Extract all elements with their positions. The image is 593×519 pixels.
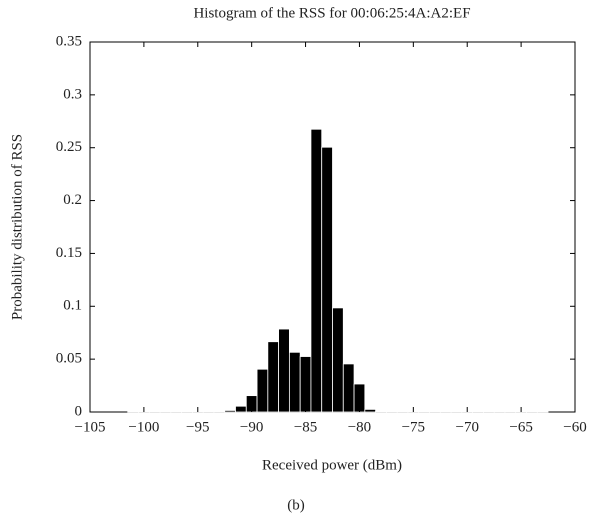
bar: [235, 405, 247, 413]
bar: [493, 411, 506, 413]
bar: [181, 411, 193, 413]
x-tick-label: −65: [509, 419, 532, 435]
bar: [526, 411, 538, 413]
bar: [310, 128, 323, 413]
y-tick-label: 0.05: [56, 351, 82, 367]
y-tick-label: 0.25: [56, 139, 82, 155]
bar: [482, 411, 495, 413]
y-tick-label: 0.3: [63, 86, 82, 102]
bar: [418, 411, 430, 413]
bar: [159, 411, 172, 413]
x-tick-label: −70: [455, 419, 478, 435]
bar: [375, 411, 387, 413]
x-tick-label: −75: [402, 419, 425, 435]
bar: [170, 411, 183, 413]
chart-title: Histogram of the RSS for 00:06:25:4A:A2:…: [193, 5, 470, 21]
bar: [364, 408, 377, 413]
y-tick-label: 0.2: [63, 192, 82, 208]
x-tick-label: −80: [348, 419, 371, 435]
x-tick-label: −100: [128, 419, 159, 435]
bar: [472, 411, 484, 413]
x-tick-label: −60: [563, 419, 586, 435]
bar: [202, 411, 215, 413]
bar: [536, 411, 549, 413]
bar: [127, 411, 139, 413]
bar: [299, 356, 312, 413]
bar: [321, 146, 333, 413]
x-tick-label: −90: [240, 419, 263, 435]
y-tick-label: 0.1: [63, 298, 82, 314]
bar: [504, 411, 517, 413]
bar: [429, 411, 441, 413]
bar: [288, 351, 301, 413]
bar: [278, 328, 290, 413]
bar: [256, 368, 269, 413]
bar: [450, 411, 463, 413]
y-tick-label: 0.35: [56, 33, 82, 49]
x-tick-label: −105: [75, 419, 106, 435]
x-tick-label: −95: [186, 419, 209, 435]
bar: [224, 410, 236, 413]
bar: [385, 411, 398, 413]
caption: (b): [287, 497, 305, 513]
x-axis-label: Received power (dBm): [262, 457, 402, 473]
bar: [342, 363, 355, 413]
bar: [332, 307, 344, 413]
bar: [213, 411, 226, 413]
bar: [439, 411, 452, 413]
bar: [267, 341, 280, 413]
y-axis-label: Probability distribution of RSS: [9, 134, 25, 320]
x-tick-label: −85: [294, 419, 317, 435]
y-tick-label: 0.15: [56, 245, 82, 261]
bar: [396, 411, 409, 413]
bar: [148, 411, 161, 413]
y-tick-label: 0: [75, 403, 83, 419]
